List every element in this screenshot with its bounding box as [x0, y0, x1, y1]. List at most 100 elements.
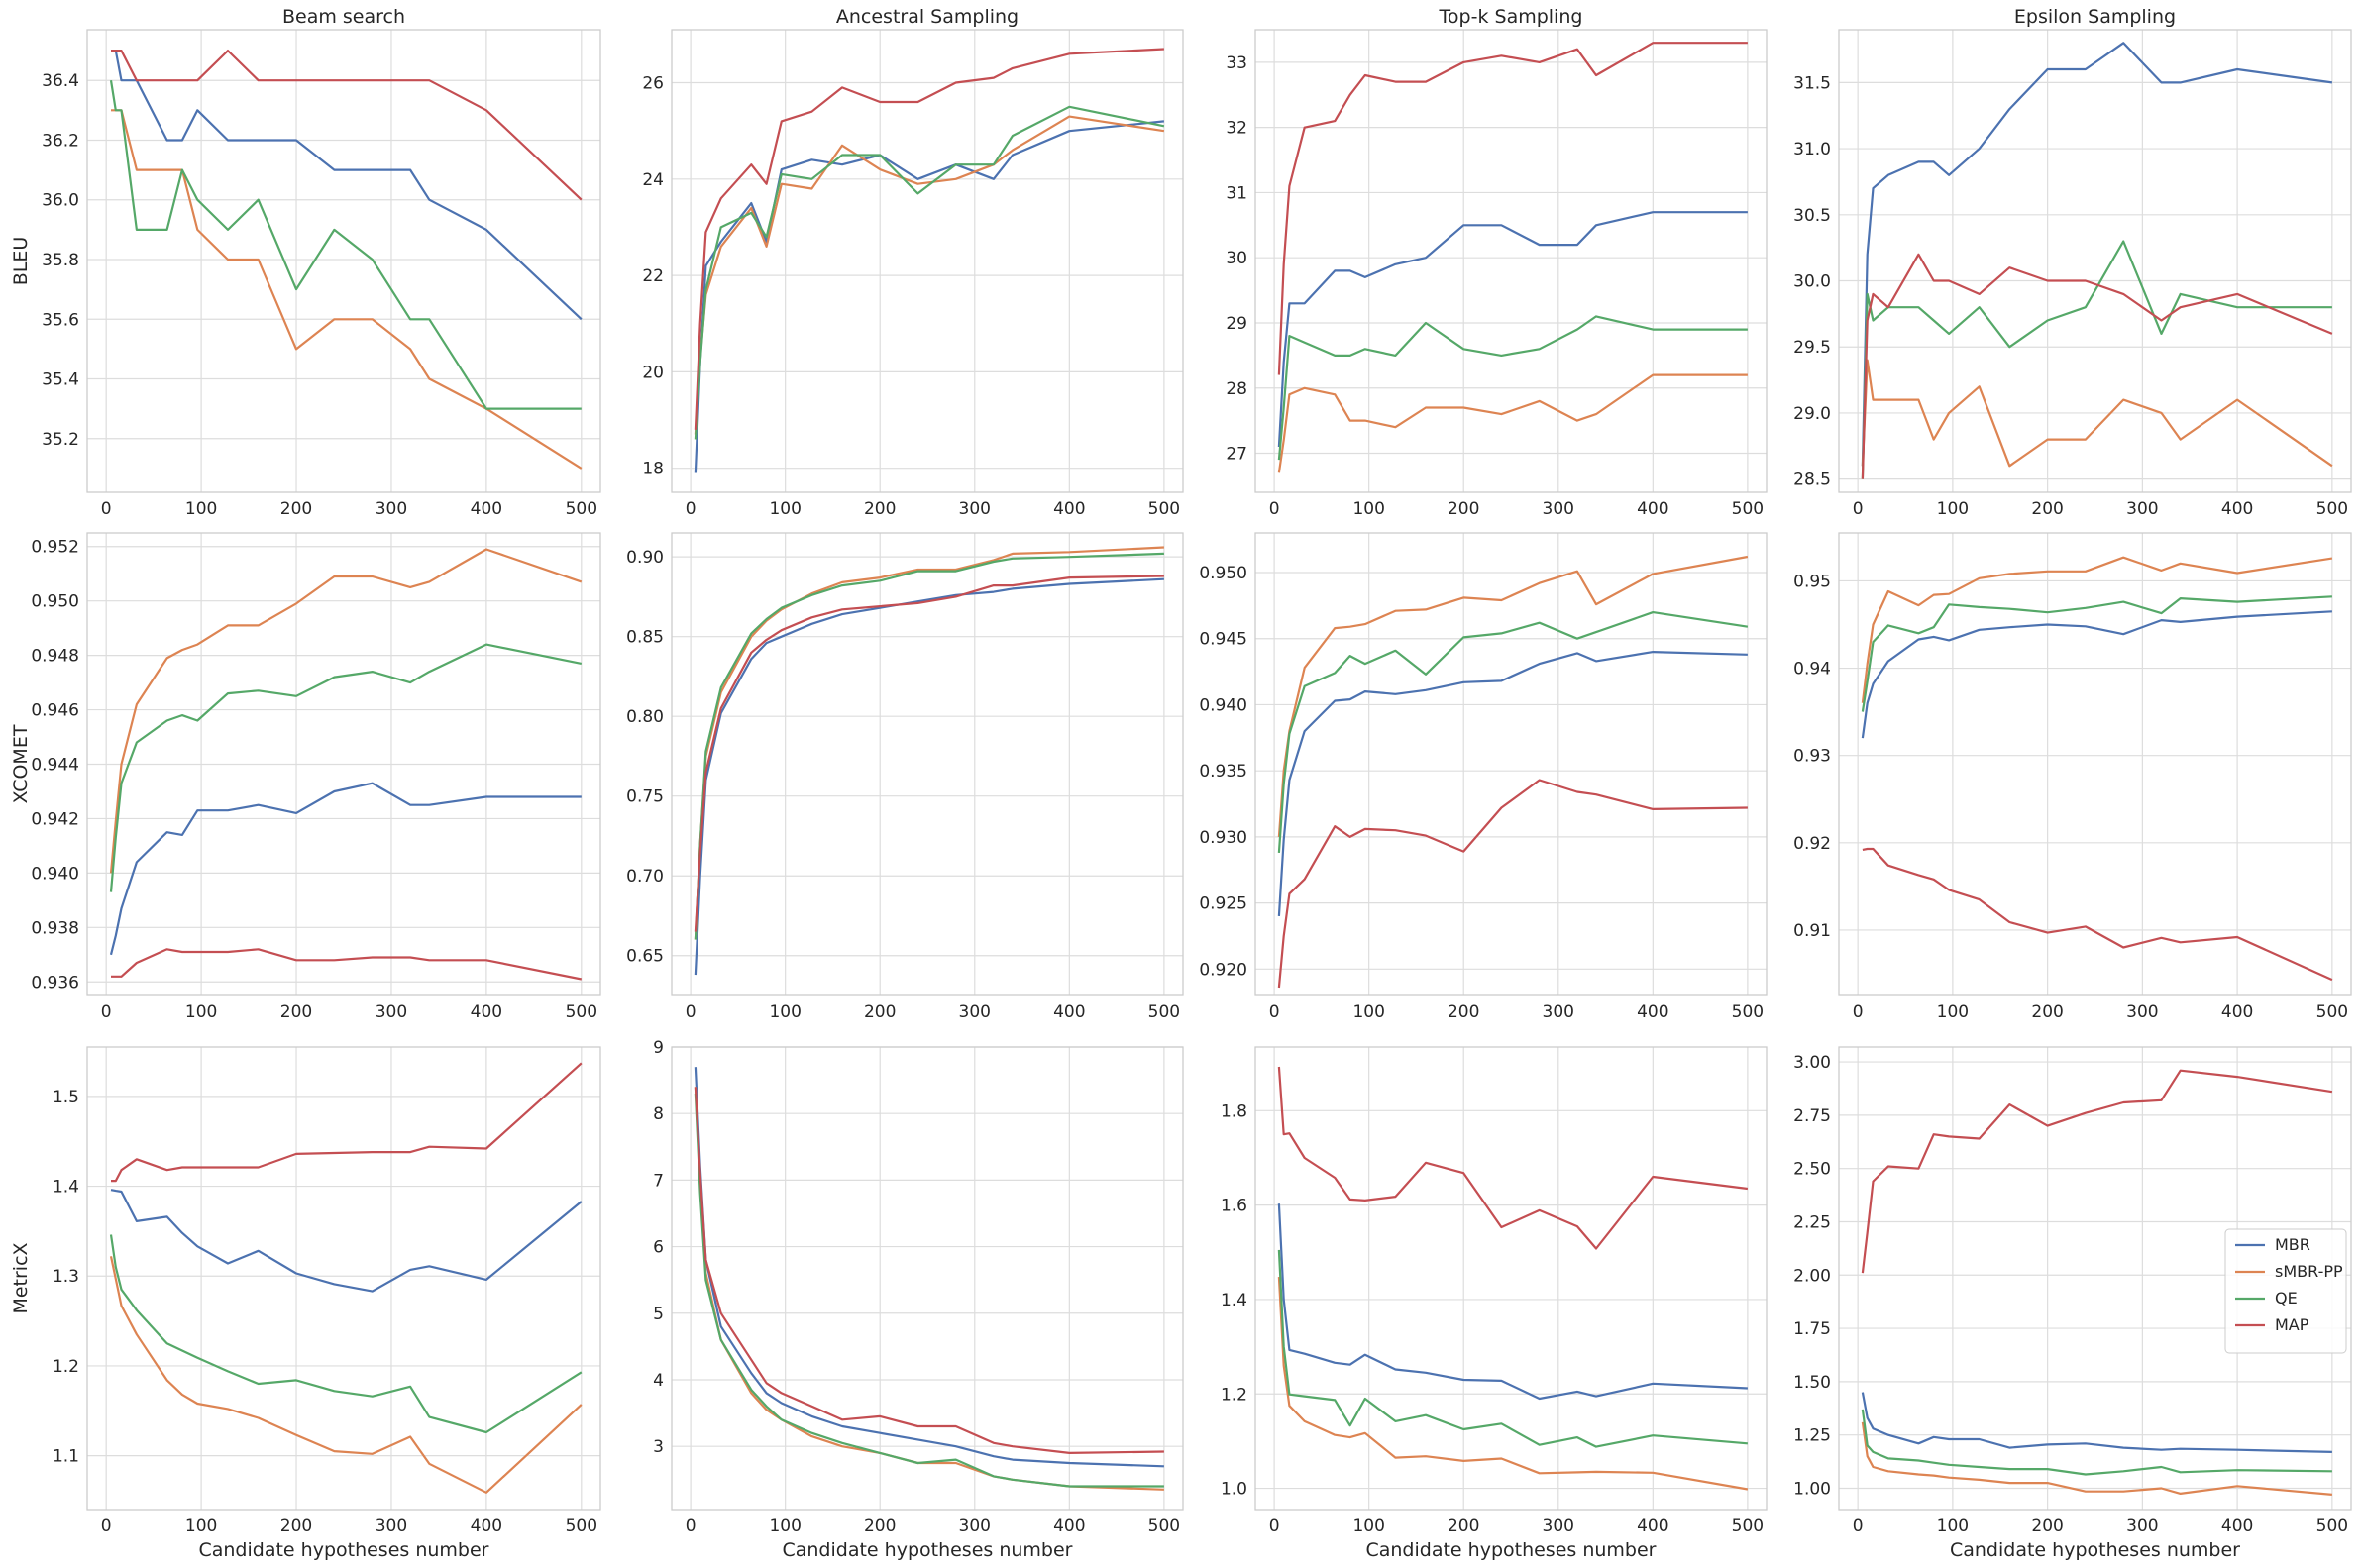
panel-bleu-epsilon-sampling: 0 100 200 300 400 500 28.5 29.0 29.5 30.0 30.5 31.0… — [1793, 6, 2352, 519]
series-line-mbr — [1861, 1392, 2332, 1453]
y-tick-label: 1.6 — [1221, 1197, 1247, 1216]
legend-entry-map: MAP — [2235, 1315, 2309, 1334]
x-tick-label: 0 — [1269, 499, 1280, 519]
x-tick-label: 400 — [1637, 499, 1668, 519]
series-line-qe — [694, 105, 1165, 440]
y-tick-label: 6 — [653, 1238, 664, 1258]
y-tick-label: 35.2 — [42, 430, 79, 450]
x-tick-label: 100 — [769, 1002, 801, 1022]
y-tick-label: 35.6 — [42, 310, 79, 330]
y-tick-label: 1.2 — [1221, 1385, 1247, 1405]
y-tick-label: 0.91 — [1793, 921, 1831, 941]
x-tick-label: 200 — [1448, 1002, 1479, 1022]
axes-frame — [1254, 1046, 1768, 1511]
x-tick-label: 100 — [769, 1516, 801, 1536]
x-tick-label: 400 — [1637, 1002, 1668, 1022]
x-tick-label: 300 — [1543, 1002, 1574, 1022]
legend-label-smbr-pp: sMBR-PP — [2275, 1262, 2343, 1281]
axes-frame — [86, 532, 601, 996]
x-tick-label: 300 — [376, 1516, 407, 1536]
x-tick-label: 0 — [1269, 1002, 1280, 1022]
series-line-mbr — [1861, 42, 2333, 467]
y-tick-label: 1.25 — [1793, 1426, 1831, 1446]
legend: MBR sMBR-PP QE MAP — [2224, 1228, 2347, 1354]
x-axis-label: Candidate hypotheses number — [1365, 1539, 1656, 1561]
y-tick-label: 8 — [653, 1104, 664, 1124]
x-axis-label: Candidate hypotheses number — [782, 1539, 1072, 1561]
y-tick-label: 30.5 — [1793, 206, 1831, 226]
x-tick-label: 0 — [101, 499, 112, 519]
series-line-mbr — [694, 120, 1165, 473]
x-tick-label: 200 — [280, 1002, 312, 1022]
y-tick-label: 26 — [642, 74, 664, 94]
axes-frame — [1838, 532, 2352, 996]
x-tick-label: 200 — [864, 1516, 896, 1536]
y-tick-label: 0.93 — [1793, 747, 1831, 767]
axes-frame — [86, 29, 601, 493]
y-tick-label: 2.25 — [1793, 1212, 1831, 1232]
y-tick-label: 24 — [642, 170, 664, 190]
x-tick-label: 100 — [769, 499, 801, 519]
y-tick-label: 36.4 — [42, 71, 79, 91]
y-tick-label: 0.942 — [31, 809, 79, 829]
x-tick-label: 0 — [1853, 1516, 1864, 1536]
series-line-mbr — [109, 782, 582, 956]
x-axis-label: Candidate hypotheses number — [198, 1539, 488, 1561]
x-tick-label: 200 — [1448, 1516, 1479, 1536]
y-tick-label: 1.75 — [1793, 1319, 1831, 1339]
series-line-smbr-pp — [1861, 1421, 2332, 1496]
panel-xcomet-epsilon-sampling: 0 100 200 300 400 500 0.91 0.92 0.93 0.94 0.95 — [1793, 532, 2352, 1022]
x-tick-label: 400 — [471, 1002, 502, 1022]
y-tick-label: 29 — [1226, 314, 1247, 334]
y-tick-label: 4 — [653, 1371, 664, 1391]
axes-frame — [671, 532, 1184, 996]
panel-metricx-epsilon-sampling: 0 100 200 300 400 500 1.00 1.25 1.50 1.75 2.00 2.25… — [1793, 1046, 2352, 1561]
series-line-smbr-pp — [1277, 1277, 1749, 1491]
axes-frame — [671, 29, 1184, 493]
panels-group: 0 100 200 300 400 50035.235.435.635.836.036.2… — [10, 6, 2352, 1561]
x-tick-label: 0 — [101, 1002, 112, 1022]
y-tick-label: 0.938 — [31, 918, 79, 938]
legend-label-qe: QE — [2275, 1289, 2298, 1307]
y-tick-label: 18 — [642, 460, 664, 479]
y-tick-label: 0.80 — [626, 707, 664, 727]
x-tick-label: 300 — [376, 1002, 407, 1022]
axes-frame — [671, 1046, 1184, 1511]
panel-title: Epsilon Sampling — [2014, 6, 2176, 28]
y-tick-label: 0.950 — [31, 592, 79, 612]
y-tick-label: 1.8 — [1221, 1101, 1247, 1121]
series-line-qe — [1277, 1249, 1748, 1448]
series-line-mbr — [694, 577, 1164, 976]
panel-metricx-top-k-sampling: 0 100 200 300 400 500 1.0 1.2 1.4 1.6 1.8 Candidate… — [1221, 1046, 1768, 1561]
x-tick-label: 100 — [1352, 499, 1384, 519]
x-tick-label: 300 — [376, 499, 407, 519]
y-tick-label: 0.944 — [31, 756, 79, 776]
y-tick-label: 1.0 — [1221, 1480, 1247, 1500]
axes-frame — [86, 1046, 601, 1511]
x-tick-label: 300 — [2126, 1516, 2158, 1536]
y-tick-label: 1.4 — [53, 1178, 79, 1198]
series-line-map — [694, 1087, 1164, 1455]
x-tick-label: 400 — [1053, 1516, 1085, 1536]
y-tick-label: 1.3 — [53, 1267, 79, 1287]
y-tick-label: 28 — [1226, 379, 1247, 399]
y-tick-label: 1.50 — [1793, 1373, 1831, 1393]
y-tick-label: 2.50 — [1793, 1160, 1831, 1180]
x-tick-label: 300 — [959, 1002, 991, 1022]
y-tick-label: 0.946 — [31, 701, 79, 721]
series-line-qe — [694, 1093, 1164, 1488]
y-tick-label: 31.0 — [1793, 140, 1831, 159]
y-tick-label: 29.0 — [1793, 404, 1831, 424]
y-tick-label: 1.5 — [53, 1088, 79, 1107]
y-tick-label: 0.950 — [1199, 564, 1247, 583]
x-tick-label: 100 — [185, 1516, 217, 1536]
y-tick-label: 29.5 — [1793, 338, 1831, 358]
x-tick-label: 300 — [959, 499, 991, 519]
x-tick-label: 400 — [2221, 1002, 2253, 1022]
series-line-mbr — [110, 1189, 583, 1293]
y-tick-label: 22 — [642, 266, 664, 286]
x-tick-label: 100 — [1937, 1516, 1969, 1536]
series-line-map — [1277, 779, 1748, 989]
x-tick-label: 200 — [1448, 499, 1479, 519]
